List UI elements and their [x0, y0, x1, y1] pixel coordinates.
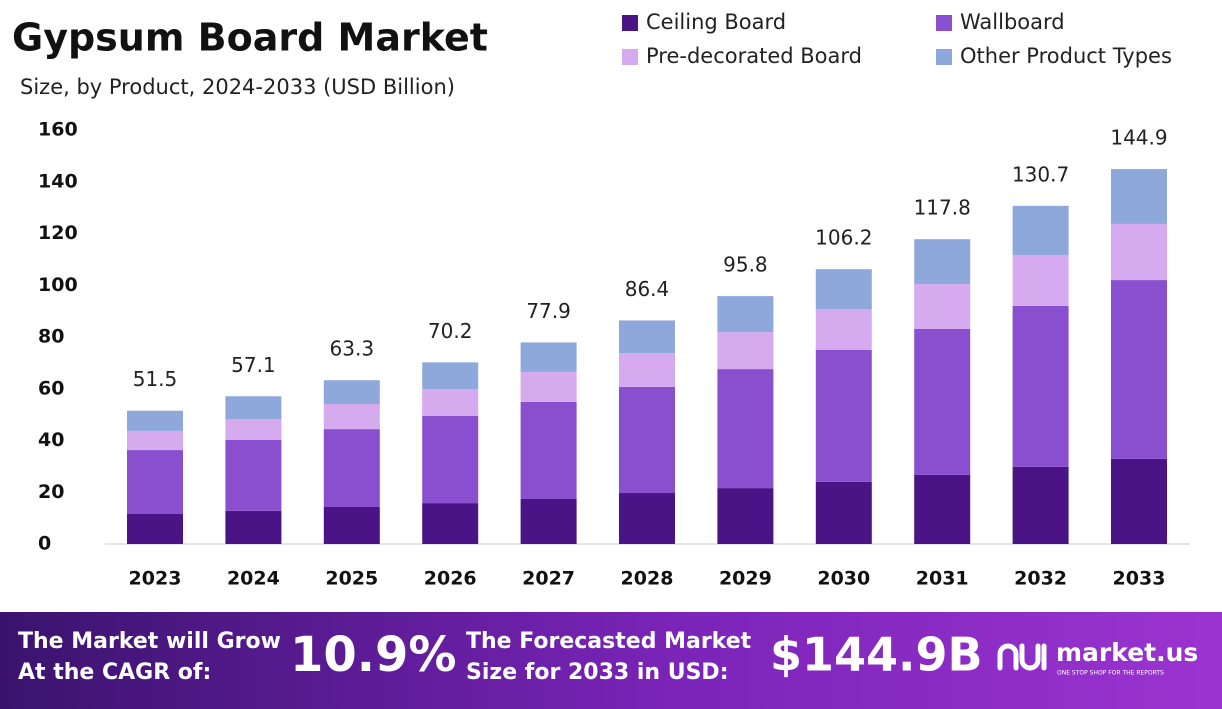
bar-segment [520, 371, 577, 402]
bar-segment [717, 369, 774, 489]
bar-segment [1012, 466, 1069, 544]
bar-segment [619, 386, 675, 494]
legend-label: Other Product Types [960, 44, 1172, 68]
y-tick-label: 100 [38, 274, 78, 296]
x-tick-label: 2023 [129, 568, 182, 590]
bar-segment [815, 309, 872, 350]
brand-logo [997, 643, 1047, 671]
bar-segment [1111, 280, 1167, 459]
total-label: 130.7 [1012, 162, 1069, 186]
bar-segment [619, 320, 675, 354]
brand-name: market.us [1056, 638, 1198, 667]
bar-segment [422, 415, 479, 504]
bar-segment [1111, 458, 1167, 544]
bar-segment [914, 328, 971, 475]
y-tick-label: 140 [38, 170, 78, 192]
bar-segment [225, 510, 282, 544]
bar-segment [717, 332, 774, 370]
forecast-label: The Forecasted Market [466, 629, 752, 654]
bar-segment [225, 396, 282, 420]
bar-segment [127, 410, 183, 431]
bar-segment [914, 239, 971, 284]
bar-segment [1012, 254, 1069, 306]
bar-segment [323, 380, 380, 405]
bar-segment [1111, 169, 1167, 224]
total-label: 144.9 [1110, 126, 1167, 150]
x-tick-label: 2027 [522, 568, 575, 590]
bar-segment [127, 450, 183, 514]
legend-label: Wallboard [960, 10, 1065, 34]
x-tick-label: 2029 [719, 568, 772, 590]
total-label: 51.5 [133, 367, 178, 391]
bar-segment [815, 481, 872, 544]
bar-segment [619, 493, 675, 544]
bar-segment [619, 353, 675, 387]
x-tick-label: 2032 [1014, 568, 1067, 590]
bar-segment [323, 429, 380, 507]
bar-segment [1012, 205, 1069, 255]
y-tick-label: 120 [38, 222, 78, 244]
chart-subtitle: Size, by Product, 2024-2033 (USD Billion… [20, 75, 455, 99]
x-tick-label: 2025 [325, 568, 378, 590]
total-label: 86.4 [625, 277, 670, 301]
chart-title: Gypsum Board Market [12, 16, 488, 60]
bar-segment [1012, 305, 1069, 467]
x-tick-label: 2031 [916, 568, 969, 590]
cagr-label: At the CAGR of: [18, 660, 211, 685]
total-label: 57.1 [231, 353, 276, 377]
bar-segment [225, 419, 282, 440]
bar-segment [914, 474, 971, 544]
bar-segment [225, 439, 282, 511]
legend-label: Ceiling Board [646, 10, 786, 34]
bar-segment [520, 498, 577, 544]
bar-segment [717, 296, 774, 333]
y-tick-label: 0 [38, 533, 51, 555]
y-tick-label: 40 [38, 429, 64, 451]
legend-swatch [936, 49, 952, 65]
total-label: 106.2 [815, 226, 872, 250]
bar-segment [815, 349, 872, 482]
cagr-label: The Market will Grow [18, 629, 281, 654]
bar-segment [422, 389, 479, 416]
y-tick-label: 80 [38, 326, 64, 348]
x-tick-label: 2030 [817, 568, 870, 590]
y-tick-label: 60 [38, 377, 64, 399]
bar-segment [127, 513, 183, 544]
legend-swatch [622, 49, 638, 65]
forecast-label: Size for 2033 in USD: [466, 660, 729, 685]
total-label: 70.2 [428, 319, 473, 343]
bar-segment [422, 362, 479, 390]
bar-segment [815, 269, 872, 310]
bar-segment [323, 404, 380, 430]
total-label: 63.3 [330, 337, 375, 361]
total-label: 95.8 [723, 253, 768, 277]
legend-swatch [622, 15, 638, 31]
brand-tagline: ONE STOP SHOP FOR THE REPORTS [1057, 670, 1164, 677]
x-tick-label: 2026 [424, 568, 477, 590]
legend-label: Pre-decorated Board [646, 44, 862, 68]
bar-segment [323, 506, 380, 544]
bar-segment [520, 401, 577, 499]
y-tick-label: 160 [38, 119, 78, 141]
bar-segment [1111, 223, 1167, 281]
bar-segment [422, 503, 479, 544]
y-tick-label: 20 [38, 481, 64, 503]
bar-segment [520, 342, 577, 372]
x-tick-label: 2033 [1113, 568, 1166, 590]
x-tick-label: 2028 [621, 568, 674, 590]
cagr-value: 10.9% [290, 627, 457, 683]
bar-segment [127, 430, 183, 451]
forecast-value: $144.9B [770, 628, 983, 682]
total-label: 117.8 [914, 196, 971, 220]
x-tick-label: 2024 [227, 568, 280, 590]
bar-segment [717, 488, 774, 544]
legend-swatch [936, 15, 952, 31]
total-label: 77.9 [526, 299, 571, 323]
bar-segment [914, 283, 971, 329]
